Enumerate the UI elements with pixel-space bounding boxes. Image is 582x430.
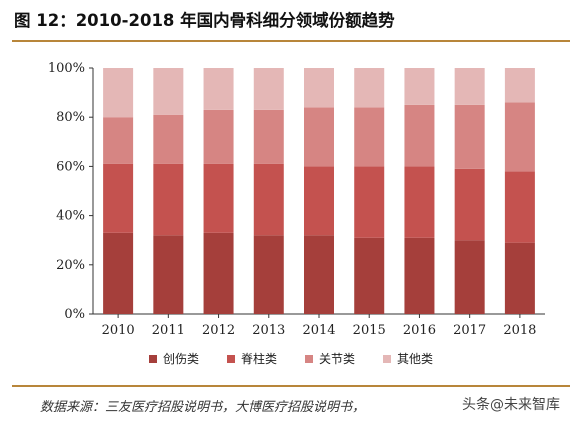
top-rule [12, 40, 570, 42]
bar-segment [404, 104, 435, 167]
x-tick-label: 2018 [503, 323, 536, 338]
x-tick-label: 2010 [102, 323, 135, 338]
bar-segment [504, 171, 535, 243]
bar-segment [504, 68, 535, 103]
bar-segment [203, 163, 234, 233]
bottom-rule [12, 385, 570, 387]
bar-segment [203, 68, 234, 110]
x-tick-label: 2011 [152, 323, 185, 338]
bar-segment [304, 235, 334, 314]
bars-layer [103, 68, 535, 314]
x-tick-label: 2015 [353, 323, 386, 338]
y-tick-label: 20% [56, 258, 85, 273]
bar-segment [404, 166, 435, 238]
bar-segment [404, 68, 435, 105]
x-tick-label: 2017 [453, 323, 486, 338]
bar-segment [454, 168, 485, 241]
bar-segment [304, 107, 334, 167]
bar-segment [454, 104, 485, 169]
bar-segment [454, 68, 485, 105]
y-tick-label: 40% [56, 209, 85, 224]
stacked-bar-chart: 0% 20% 40% 60% 80% 100% 2010 2011 2012 2013 2014 20… [48, 61, 545, 338]
x-tick-label: 2014 [302, 323, 335, 338]
bar-segment [504, 102, 535, 172]
y-tick-label: 60% [56, 159, 85, 174]
bar-segment [354, 68, 385, 108]
bar-segment [304, 68, 334, 108]
bar-segment [504, 242, 535, 314]
bar-segment [103, 232, 134, 314]
y-tick-label: 0% [64, 307, 85, 322]
bar-segment [103, 117, 134, 164]
bar-segment [153, 68, 184, 115]
bar-segment [153, 235, 184, 314]
x-tick-label: 2016 [403, 323, 436, 338]
legend-swatch-other [383, 354, 392, 363]
legend-label-spine: 脊柱类 [240, 352, 277, 366]
x-tick-label: 2012 [202, 323, 235, 338]
x-tick-label: 2013 [252, 323, 285, 338]
legend-label-trauma: 创伤类 [162, 352, 199, 366]
legend-item-spine: 脊柱类 [226, 350, 277, 367]
y-tick-label: 100% [48, 61, 85, 76]
source-note: 数据来源：三友医疗招股说明书，大博医疗招股说明书， [40, 400, 366, 415]
bar-segment [354, 237, 385, 314]
bar-segment [203, 232, 234, 314]
bar-segment [103, 68, 134, 118]
legend-item-other: 其他类 [383, 350, 433, 367]
bar-segment [203, 109, 234, 164]
legend-swatch-spine [226, 354, 235, 363]
bar-segment [153, 163, 184, 236]
legend-label-other: 其他类 [397, 352, 434, 366]
bar-segment [404, 237, 435, 314]
bar-segment [153, 114, 184, 164]
labels-layer: 0% 20% 40% 60% 80% 100% 2010 2011 2012 2013 2014 20… [48, 61, 537, 338]
bar-segment [103, 163, 134, 233]
legend-item-joint: 关节类 [305, 350, 355, 367]
bar-segment [253, 68, 284, 110]
legend-item-trauma: 创伤类 [148, 350, 199, 367]
legend-label-joint: 关节类 [319, 352, 356, 366]
legend-swatch-trauma [148, 354, 157, 363]
bar-segment [354, 107, 385, 167]
bar-segment [354, 166, 385, 238]
bar-segment [454, 240, 485, 314]
legend: 创伤类 脊柱类 关节类 其他类 [0, 350, 582, 367]
watermark: 头条@未来智库 [458, 394, 564, 414]
chart-title: 图 12：2010-2018 年国内骨科细分领域份额趋势 [14, 11, 395, 30]
bar-segment [253, 235, 284, 314]
y-tick-label: 80% [56, 110, 85, 125]
legend-swatch-joint [305, 354, 313, 363]
bar-segment [304, 166, 334, 236]
bar-segment [253, 163, 284, 236]
bar-segment [253, 109, 284, 164]
